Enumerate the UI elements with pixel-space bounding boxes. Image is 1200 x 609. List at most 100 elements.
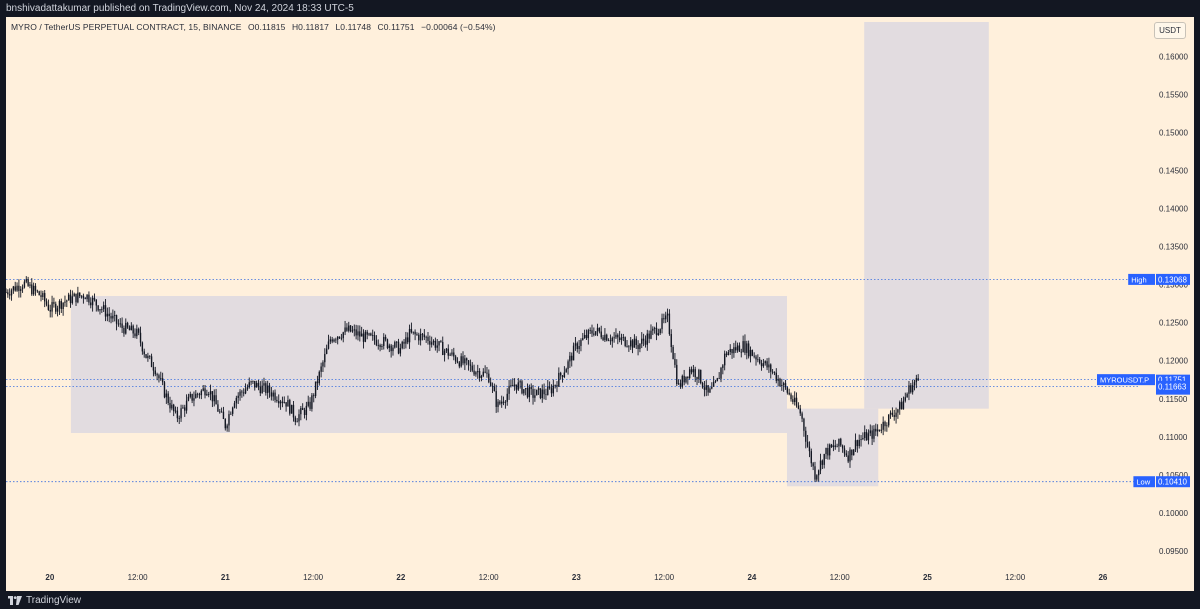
candle-body-461 [854, 440, 857, 450]
price-tag-name-bg-0 [1128, 273, 1155, 285]
candle-body-317 [589, 330, 591, 331]
legend-open: O0.11815 [247, 22, 286, 32]
candle-body-87 [165, 393, 168, 398]
candle-body-76 [145, 354, 147, 359]
candle-body-368 [683, 375, 685, 383]
currency-selector[interactable]: USDT [1154, 22, 1186, 39]
candle-body-48 [93, 297, 96, 300]
candle-body-154 [289, 400, 291, 414]
candle-body-362 [672, 346, 674, 359]
candle-body-172 [322, 362, 324, 367]
candle-body-237 [442, 341, 444, 355]
candle-body-427 [792, 399, 794, 402]
candle-body-44 [86, 294, 88, 300]
candle-body-238 [443, 350, 446, 355]
candle-body-137 [257, 382, 260, 387]
candle-body-13 [29, 284, 31, 286]
candle-body-71 [136, 328, 138, 337]
candle-body-443 [821, 460, 824, 465]
candle-body-345 [641, 338, 643, 344]
candle-body-344 [639, 343, 641, 350]
candle-body-213 [397, 341, 400, 354]
dip-box[interactable] [786, 408, 879, 487]
candle-body-129 [243, 392, 245, 394]
candle-body-152 [285, 402, 287, 407]
candle-body-486 [900, 402, 903, 410]
candle-body-338 [628, 346, 630, 348]
x-tick-label-1: 12:00 [128, 573, 149, 582]
candle-body-80 [152, 366, 155, 371]
candle-body-169 [316, 381, 319, 384]
candle-body-301 [559, 372, 562, 376]
candle-body-105 [198, 394, 201, 396]
candle-body-75 [143, 351, 145, 355]
candle-body-63 [121, 323, 123, 329]
range-box[interactable] [70, 296, 787, 433]
candle-body-386 [716, 378, 719, 382]
candle-body-241 [449, 354, 451, 356]
candle-body-163 [305, 405, 308, 416]
candle-body-439 [814, 466, 816, 480]
candle-body-164 [307, 401, 309, 406]
candle-body-41 [80, 295, 83, 297]
candle-body-409 [759, 359, 761, 364]
candle-body-174 [325, 348, 328, 354]
candle-body-167 [313, 395, 315, 397]
candle-body-155 [290, 404, 293, 414]
candle-body-146 [274, 392, 276, 400]
price-tag-value-1: 0.10410 [1158, 478, 1187, 487]
candle-body-139 [261, 385, 263, 394]
candle-body-206 [384, 336, 387, 340]
candle-body-118 [222, 411, 225, 419]
candle-body-479 [887, 414, 890, 426]
candle-body-361 [670, 334, 672, 347]
candle-body-8 [20, 289, 22, 291]
candle-body-124 [233, 403, 236, 408]
candle-body-288 [536, 389, 538, 396]
candle-body-97 [184, 407, 186, 411]
candle-body-448 [830, 444, 833, 448]
candle-body-395 [733, 347, 735, 354]
candle-body-243 [453, 352, 455, 357]
candle-body-135 [254, 380, 256, 388]
candle-body-482 [893, 415, 895, 417]
candle-body-494 [915, 378, 918, 383]
candle-body-411 [762, 363, 765, 367]
candle-body-325 [604, 334, 606, 341]
target-box[interactable] [864, 22, 989, 409]
candle-body-157 [294, 417, 297, 422]
chart-area[interactable]: 0.16000 0.15500 0.15000 0.14500 0.14000 0.135… [0, 17, 1200, 591]
candle-body-104 [196, 393, 199, 395]
candle-body-383 [711, 386, 713, 389]
candle-body-23 [47, 304, 50, 310]
candle-body-358 [665, 315, 667, 320]
candle-body-111 [209, 391, 212, 395]
candle-body-252 [469, 364, 472, 366]
candle-body-294 [547, 386, 549, 395]
candle-body-360 [668, 313, 671, 335]
candle-body-43 [84, 298, 86, 300]
candle-body-160 [300, 408, 302, 415]
price-chart[interactable]: 0.16000 0.15500 0.15000 0.14500 0.14000 0.135… [0, 17, 1200, 591]
candle-body-295 [548, 386, 551, 389]
tradingview-logo[interactable]: TradingView [8, 595, 81, 606]
candle-body-299 [556, 385, 558, 387]
candle-body-86 [163, 382, 166, 398]
candle-body-367 [681, 375, 684, 387]
candle-body-413 [766, 361, 768, 368]
candle-body-322 [598, 327, 601, 332]
candle-body-250 [465, 358, 468, 361]
candle-body-459 [851, 449, 853, 456]
candle-body-298 [554, 385, 556, 386]
candle-body-410 [760, 363, 763, 367]
legend-low: L0.11748 [335, 22, 372, 32]
candle-body-46 [90, 302, 92, 306]
candle-body-34 [67, 294, 70, 301]
candle-body-421 [781, 385, 783, 387]
candle-body-285 [530, 387, 532, 390]
candle-body-257 [478, 371, 481, 378]
candle-body-258 [480, 375, 483, 378]
candle-body-328 [609, 340, 612, 342]
candle-body-282 [524, 388, 527, 390]
candle-body-452 [838, 438, 840, 447]
